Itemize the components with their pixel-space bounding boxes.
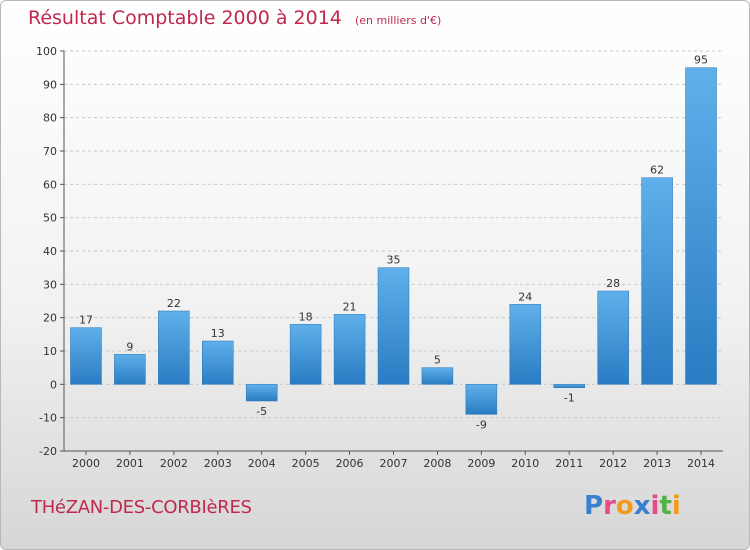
data-label: -1 <box>564 392 575 405</box>
bar-2004 <box>245 384 278 402</box>
data-label: 17 <box>79 314 93 327</box>
data-label: 35 <box>387 254 401 267</box>
x-tick-label: 2003 <box>204 457 232 470</box>
y-tick-label: 100 <box>36 45 57 58</box>
x-tick-label: 2013 <box>643 457 671 470</box>
bar-2005 <box>289 324 322 385</box>
x-tick-label: 2002 <box>160 457 188 470</box>
data-label: 18 <box>299 310 313 323</box>
logo-letter: o <box>615 491 634 521</box>
data-label: -5 <box>256 405 267 418</box>
y-tick-label: -10 <box>39 412 57 425</box>
y-tick-label: 50 <box>43 212 57 225</box>
bar-2013 <box>641 177 673 385</box>
bar-2002 <box>158 310 190 385</box>
x-tick-label: 2007 <box>380 457 408 470</box>
x-tick-label: 2005 <box>292 457 320 470</box>
bar-2008 <box>421 367 454 385</box>
bar-2007 <box>377 267 410 385</box>
x-tick-label: 2008 <box>423 457 451 470</box>
data-label: 28 <box>606 277 620 290</box>
data-label: 95 <box>694 54 708 67</box>
y-tick-label: 80 <box>43 112 57 125</box>
y-tick-label: 20 <box>43 312 57 325</box>
y-tick-label: 10 <box>43 345 57 358</box>
data-label: 13 <box>211 327 225 340</box>
y-tick-label: 60 <box>43 178 57 191</box>
bar-2009 <box>465 384 498 415</box>
x-tick-label: 2012 <box>599 457 627 470</box>
bar-2014 <box>685 67 717 385</box>
x-tick-label: 2004 <box>248 457 276 470</box>
bar-2010 <box>509 304 542 385</box>
commune-name: THéZAN-DES-CORBIèRES <box>31 497 252 518</box>
y-tick-label: 90 <box>43 78 57 91</box>
data-label: 5 <box>434 354 441 367</box>
chart-title: Résultat Comptable 2000 à 2014 <box>28 7 342 29</box>
data-label: 62 <box>650 164 664 177</box>
y-tick-label: 40 <box>43 245 57 258</box>
x-tick-label: 2014 <box>687 457 715 470</box>
data-label: 24 <box>518 290 532 303</box>
bar-2003 <box>202 340 234 385</box>
chart-unit-note: (en milliers d'€) <box>354 14 442 27</box>
logo-letter: t <box>659 491 672 521</box>
x-tick-label: 2009 <box>467 457 495 470</box>
bar-2001 <box>114 354 146 385</box>
chart-title-block: Résultat Comptable 2000 à 2014 (en milli… <box>28 7 441 29</box>
x-tick-label: 2010 <box>511 457 539 470</box>
logo-letter: i <box>671 491 681 521</box>
bar-2006 <box>333 314 366 385</box>
y-tick-label: 30 <box>43 278 57 291</box>
bar-2012 <box>597 290 629 385</box>
logo-letter: r <box>603 491 616 521</box>
x-tick-label: 2006 <box>336 457 364 470</box>
x-tick-label: 2001 <box>116 457 144 470</box>
x-tick-label: 2000 <box>72 457 100 470</box>
y-tick-label: 0 <box>50 378 57 391</box>
bar-2011 <box>553 384 585 388</box>
y-tick-label: 70 <box>43 145 57 158</box>
proxiti-logo: Proxiti <box>584 491 681 521</box>
bar-2000 <box>70 327 102 385</box>
y-tick-label: -20 <box>39 445 57 458</box>
data-label: 22 <box>167 297 181 310</box>
data-label: 9 <box>126 340 133 353</box>
logo-letter: i <box>650 491 660 521</box>
x-tick-label: 2011 <box>555 457 583 470</box>
data-label: -9 <box>476 418 487 431</box>
logo-letter: P <box>584 491 604 521</box>
logo-letter: x <box>633 491 651 521</box>
data-label: 21 <box>343 300 357 313</box>
